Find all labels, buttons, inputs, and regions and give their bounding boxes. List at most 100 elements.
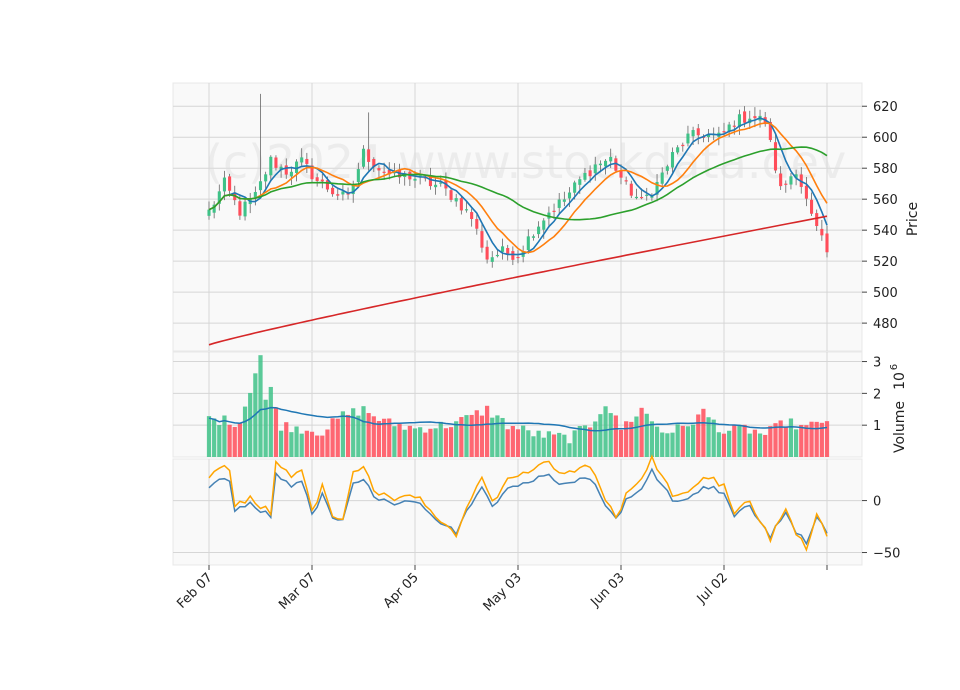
- candle-body: [578, 179, 582, 185]
- candle-body: [212, 204, 216, 213]
- volume-bar: [464, 415, 469, 457]
- sma-slow-line: [208, 146, 828, 221]
- candle-body: [485, 246, 489, 260]
- candle-body: [341, 191, 345, 195]
- volume-bar: [613, 415, 618, 457]
- volume-ma-line: [208, 406, 828, 432]
- candle-body: [356, 169, 360, 183]
- sma-mid-line: [208, 122, 828, 254]
- candle-body: [377, 168, 381, 171]
- volume-bar: [366, 413, 371, 457]
- volume-bar: [484, 405, 490, 457]
- candle-body: [614, 158, 618, 171]
- candle-body: [794, 174, 798, 179]
- candle-body: [434, 184, 438, 188]
- candle-body: [552, 210, 556, 212]
- volume-bar: [804, 425, 809, 457]
- candle-body: [387, 169, 391, 175]
- candle-body: [501, 246, 505, 252]
- candle-body: [691, 130, 695, 137]
- volume-multiplier-label: 10: [892, 372, 908, 390]
- candle-body: [305, 158, 309, 164]
- candle-body: [269, 156, 273, 176]
- candle-body: [670, 152, 675, 168]
- price-tick-label: 560: [873, 193, 898, 208]
- volume-bar: [278, 430, 284, 457]
- candle-body: [320, 179, 324, 182]
- volume-bar: [289, 432, 294, 457]
- candle-body: [222, 177, 226, 192]
- volume-tick-label: 3: [873, 356, 881, 371]
- candle-body: [300, 157, 304, 163]
- candle-body: [506, 247, 510, 254]
- volume-bar: [428, 428, 433, 457]
- candle-body: [773, 142, 778, 171]
- volume-bar: [217, 424, 222, 457]
- candle-body: [573, 182, 577, 193]
- volume-bar: [505, 429, 510, 457]
- candle-body: [243, 201, 247, 217]
- volume-bar: [742, 424, 747, 457]
- volume-bar: [212, 418, 217, 457]
- volume-bar: [685, 426, 691, 457]
- volume-bar: [376, 420, 382, 457]
- volume-bar: [273, 407, 279, 457]
- volume-bar: [814, 421, 819, 457]
- candle-body: [707, 134, 711, 138]
- candle-body: [511, 251, 515, 260]
- volume-bar: [232, 426, 237, 457]
- volume-bar: [706, 417, 711, 457]
- volume-bar: [304, 430, 309, 457]
- candle-body: [732, 125, 736, 127]
- volume-bar: [557, 432, 562, 457]
- volume-bar: [526, 430, 531, 457]
- candle-body: [372, 158, 376, 168]
- candle-body: [295, 161, 299, 173]
- volume-bar: [227, 424, 232, 457]
- candle-body: [516, 256, 520, 259]
- candle-body: [258, 181, 263, 191]
- volume-bar: [546, 431, 552, 457]
- price-tick-label: 620: [873, 100, 898, 115]
- candle-body: [413, 178, 417, 181]
- volume-bar: [490, 417, 495, 457]
- candle-body: [217, 191, 221, 204]
- candle-body: [784, 183, 788, 185]
- candle-body: [588, 170, 592, 177]
- volume-bar: [649, 421, 655, 457]
- volume-bar: [459, 417, 464, 457]
- volume-bar: [392, 426, 397, 457]
- volume-bar: [665, 433, 670, 457]
- candle-body: [655, 181, 659, 195]
- volume-bar: [381, 418, 387, 457]
- volume-bar: [680, 425, 685, 457]
- candle-body: [289, 171, 293, 177]
- volume-bar: [418, 427, 423, 457]
- indicator-lines: [208, 117, 828, 552]
- volume-bar: [469, 414, 474, 457]
- volume-bar: [747, 433, 752, 457]
- volume-bar: [356, 415, 361, 457]
- volume-bar: [443, 428, 449, 457]
- candle-body: [439, 182, 443, 184]
- candle-body: [640, 196, 644, 199]
- oscillator-tick-label: 0: [873, 495, 881, 510]
- price-tick-label: 500: [873, 286, 898, 301]
- candle-body: [624, 180, 628, 182]
- candle-body: [768, 121, 772, 140]
- volume-bar: [793, 429, 799, 457]
- candle-body: [743, 111, 747, 123]
- volume-bar: [531, 436, 536, 457]
- candle-body: [676, 147, 680, 153]
- volume-bar: [371, 416, 376, 457]
- volume-bar: [752, 429, 758, 457]
- volume-bar: [541, 437, 546, 457]
- volume-bar: [629, 421, 634, 457]
- volume-bar: [572, 430, 577, 457]
- volume-bar: [598, 414, 603, 457]
- candle-body: [495, 254, 499, 257]
- candle-body: [593, 164, 597, 174]
- candle-body: [609, 156, 613, 162]
- volume-bar: [258, 355, 263, 457]
